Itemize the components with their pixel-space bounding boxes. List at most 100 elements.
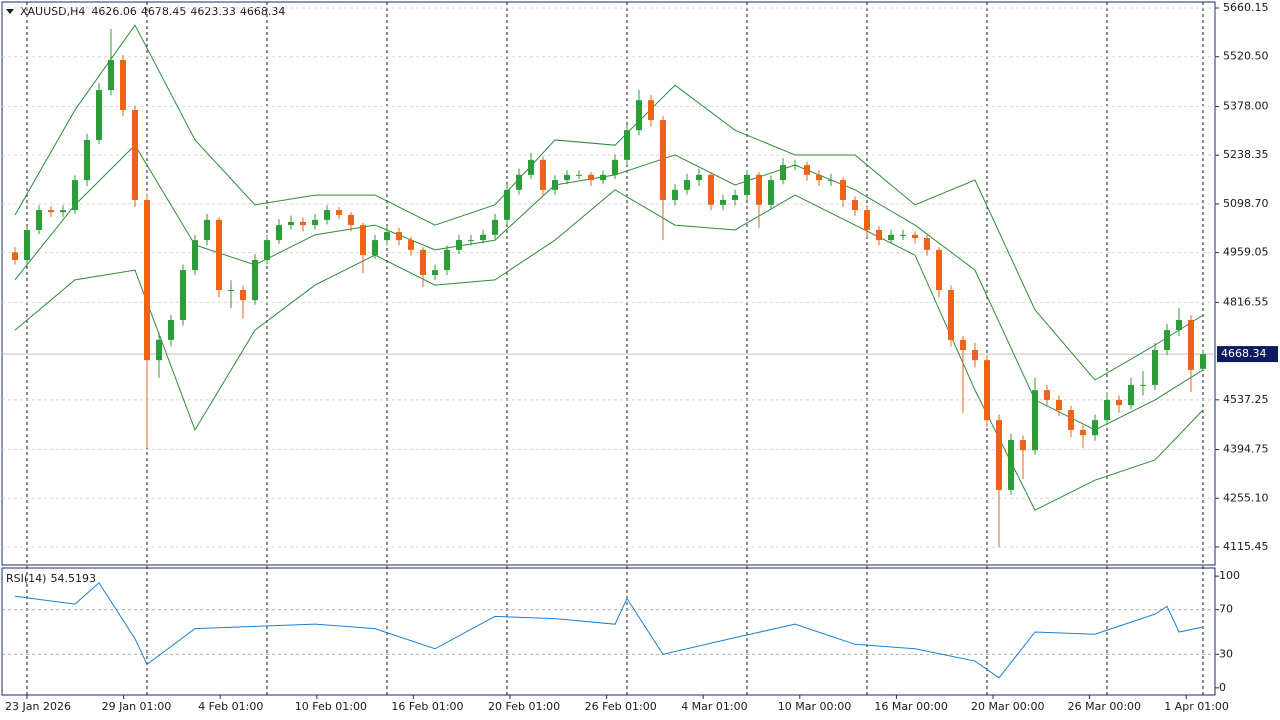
y-tick-label: 5238.35 [1223, 148, 1269, 161]
candle-body [552, 180, 558, 190]
candle-body [48, 210, 54, 213]
candle-body [828, 180, 834, 182]
candle-body [480, 234, 486, 241]
candle-body [960, 339, 966, 351]
candle-body [780, 165, 786, 181]
candle-body [996, 420, 1002, 490]
candle-body [840, 180, 846, 200]
candle-body [972, 350, 978, 361]
y-tick-label: 5520.50 [1223, 50, 1269, 63]
candle-body [432, 270, 438, 275]
candle-body [516, 174, 522, 190]
candle-body [1164, 330, 1170, 351]
x-tick-label: 4 Feb 01:00 [198, 700, 263, 713]
candle-body [324, 210, 330, 220]
candle-body [72, 180, 78, 211]
header: XAUUSD,H4 4626.06 4678.45 4623.33 4668.34 [20, 5, 285, 18]
candle-body [36, 210, 42, 230]
candle-body [672, 189, 678, 200]
candle-body [288, 221, 294, 226]
candle-body [276, 225, 282, 241]
candle-body [576, 174, 582, 176]
candle-body [24, 229, 30, 260]
candle-body [444, 249, 450, 271]
candle-body [144, 199, 150, 361]
candle-body [1068, 410, 1074, 430]
price-box [1217, 346, 1278, 363]
candle-body [732, 195, 738, 200]
candle-body [948, 289, 954, 340]
x-tick-label: 20 Feb 01:00 [488, 700, 560, 713]
candle-body [420, 249, 426, 275]
candle-body [936, 249, 942, 290]
menu-arrow[interactable] [6, 9, 14, 14]
band-upper [14, 24, 1204, 381]
candle-body [84, 139, 90, 181]
x-tick-label: 26 Feb 01:00 [585, 700, 657, 713]
candle-body [192, 240, 198, 271]
candle-body [744, 174, 750, 196]
candle-body [60, 210, 66, 213]
candle-body [360, 225, 366, 256]
candle-body [504, 189, 510, 220]
x-tick-label: 16 Feb 01:00 [391, 700, 463, 713]
candle-body [228, 289, 234, 291]
candle-body [1188, 320, 1194, 370]
rsi-line [14, 582, 1204, 679]
candle-body [1032, 390, 1038, 451]
candle-body [264, 240, 270, 260]
candle-body [132, 109, 138, 200]
rsi-tick-label: 70 [1219, 603, 1233, 616]
candle-body [1152, 350, 1158, 385]
y-tick-label: 5660.15 [1223, 1, 1269, 14]
rsi-value: 54.5193 [50, 572, 96, 585]
candle-body [756, 174, 762, 205]
rsi-tick-label: 100 [1219, 569, 1240, 582]
low: 4623.33 [190, 5, 236, 18]
candle-body [468, 240, 474, 242]
y-tick-label: 4959.05 [1223, 246, 1269, 259]
rsi-pane [1, 567, 1216, 696]
candle-body [372, 240, 378, 256]
candle-body [636, 100, 642, 131]
candle-body [12, 252, 18, 260]
candle-body [696, 174, 702, 181]
rsi-name: RSI(14) [6, 572, 46, 585]
candle-body [240, 289, 246, 301]
y-tick-label: 4394.75 [1223, 443, 1269, 456]
x-tick-label: 4 Mar 01:00 [681, 700, 747, 713]
candle-body [912, 234, 918, 239]
candle-body [348, 214, 354, 226]
candle-body [1200, 354, 1206, 369]
candle-body [1056, 399, 1062, 411]
candle-body [1092, 420, 1098, 436]
candle-body [156, 339, 162, 361]
candle-body [540, 159, 546, 190]
candle-body [624, 130, 630, 160]
candle-body [396, 232, 402, 241]
candle-body [120, 60, 126, 110]
candle-body [900, 234, 906, 236]
candle-body [708, 174, 714, 205]
y-tick-label: 5098.70 [1223, 197, 1269, 210]
candle-body [384, 232, 390, 241]
y-tick-label: 4255.10 [1223, 491, 1269, 504]
x-tick-label: 1 Apr 01:00 [1164, 700, 1229, 713]
x-tick-label: 16 Mar 00:00 [874, 700, 947, 713]
candle-body [660, 120, 666, 200]
candle-body [564, 174, 570, 181]
band-lower [14, 189, 1204, 511]
y-tick-label: 4537.25 [1223, 393, 1269, 406]
rsi-header: RSI(14) 54.5193 [6, 572, 96, 585]
candle-body [600, 174, 606, 181]
candle-body [336, 210, 342, 215]
candle-body [408, 240, 414, 250]
candle-body [720, 199, 726, 205]
candle-body [1020, 440, 1026, 451]
x-tick-label: 23 Jan 2026 [5, 700, 71, 713]
candle-body [1044, 390, 1050, 400]
candle-body [612, 159, 618, 175]
candle-body [852, 199, 858, 211]
y-tick-label: 4816.55 [1223, 295, 1269, 308]
